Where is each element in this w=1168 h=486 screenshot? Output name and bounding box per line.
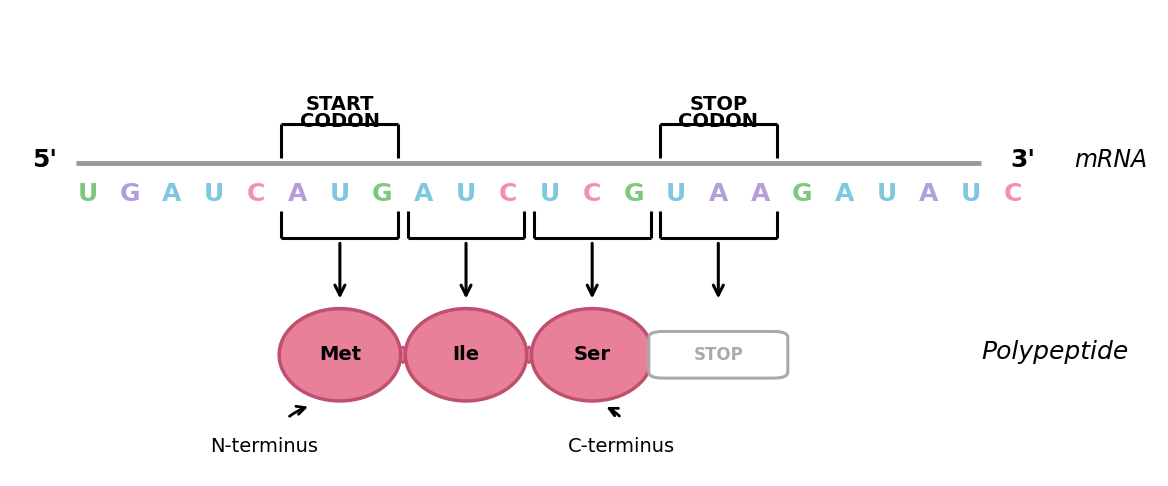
Text: G: G — [371, 182, 392, 207]
Text: U: U — [77, 182, 98, 207]
Ellipse shape — [531, 309, 653, 401]
Text: G: G — [624, 182, 645, 207]
Text: CODON: CODON — [679, 112, 758, 131]
Text: U: U — [666, 182, 687, 207]
Text: A: A — [288, 182, 307, 207]
Text: U: U — [960, 182, 981, 207]
Text: U: U — [203, 182, 224, 207]
Text: U: U — [876, 182, 897, 207]
Text: Ile: Ile — [452, 345, 480, 364]
Text: 5': 5' — [32, 148, 57, 173]
Text: STOP: STOP — [694, 346, 743, 364]
Ellipse shape — [405, 309, 527, 401]
Text: U: U — [540, 182, 561, 207]
Text: C: C — [246, 182, 265, 207]
Text: Met: Met — [319, 345, 361, 364]
Text: U: U — [456, 182, 477, 207]
Text: C: C — [583, 182, 602, 207]
Ellipse shape — [279, 309, 401, 401]
Text: A: A — [835, 182, 854, 207]
Text: CODON: CODON — [300, 112, 380, 131]
Text: U: U — [329, 182, 350, 207]
Text: 3': 3' — [1010, 148, 1035, 173]
Text: A: A — [919, 182, 938, 207]
Text: A: A — [751, 182, 770, 207]
Text: G: G — [792, 182, 813, 207]
Text: C: C — [1003, 182, 1022, 207]
Text: Polypeptide: Polypeptide — [981, 340, 1128, 364]
Text: N-terminus: N-terminus — [210, 437, 318, 456]
Text: A: A — [162, 182, 181, 207]
Text: G: G — [119, 182, 140, 207]
Text: C: C — [499, 182, 517, 207]
Text: START: START — [306, 95, 374, 114]
Ellipse shape — [401, 347, 405, 363]
Text: C-terminus: C-terminus — [568, 437, 675, 456]
FancyBboxPatch shape — [648, 331, 787, 378]
Ellipse shape — [527, 347, 531, 363]
Text: A: A — [709, 182, 728, 207]
Text: mRNA: mRNA — [1075, 148, 1148, 173]
Text: A: A — [415, 182, 433, 207]
Text: Ser: Ser — [573, 345, 611, 364]
Text: STOP: STOP — [689, 95, 748, 114]
